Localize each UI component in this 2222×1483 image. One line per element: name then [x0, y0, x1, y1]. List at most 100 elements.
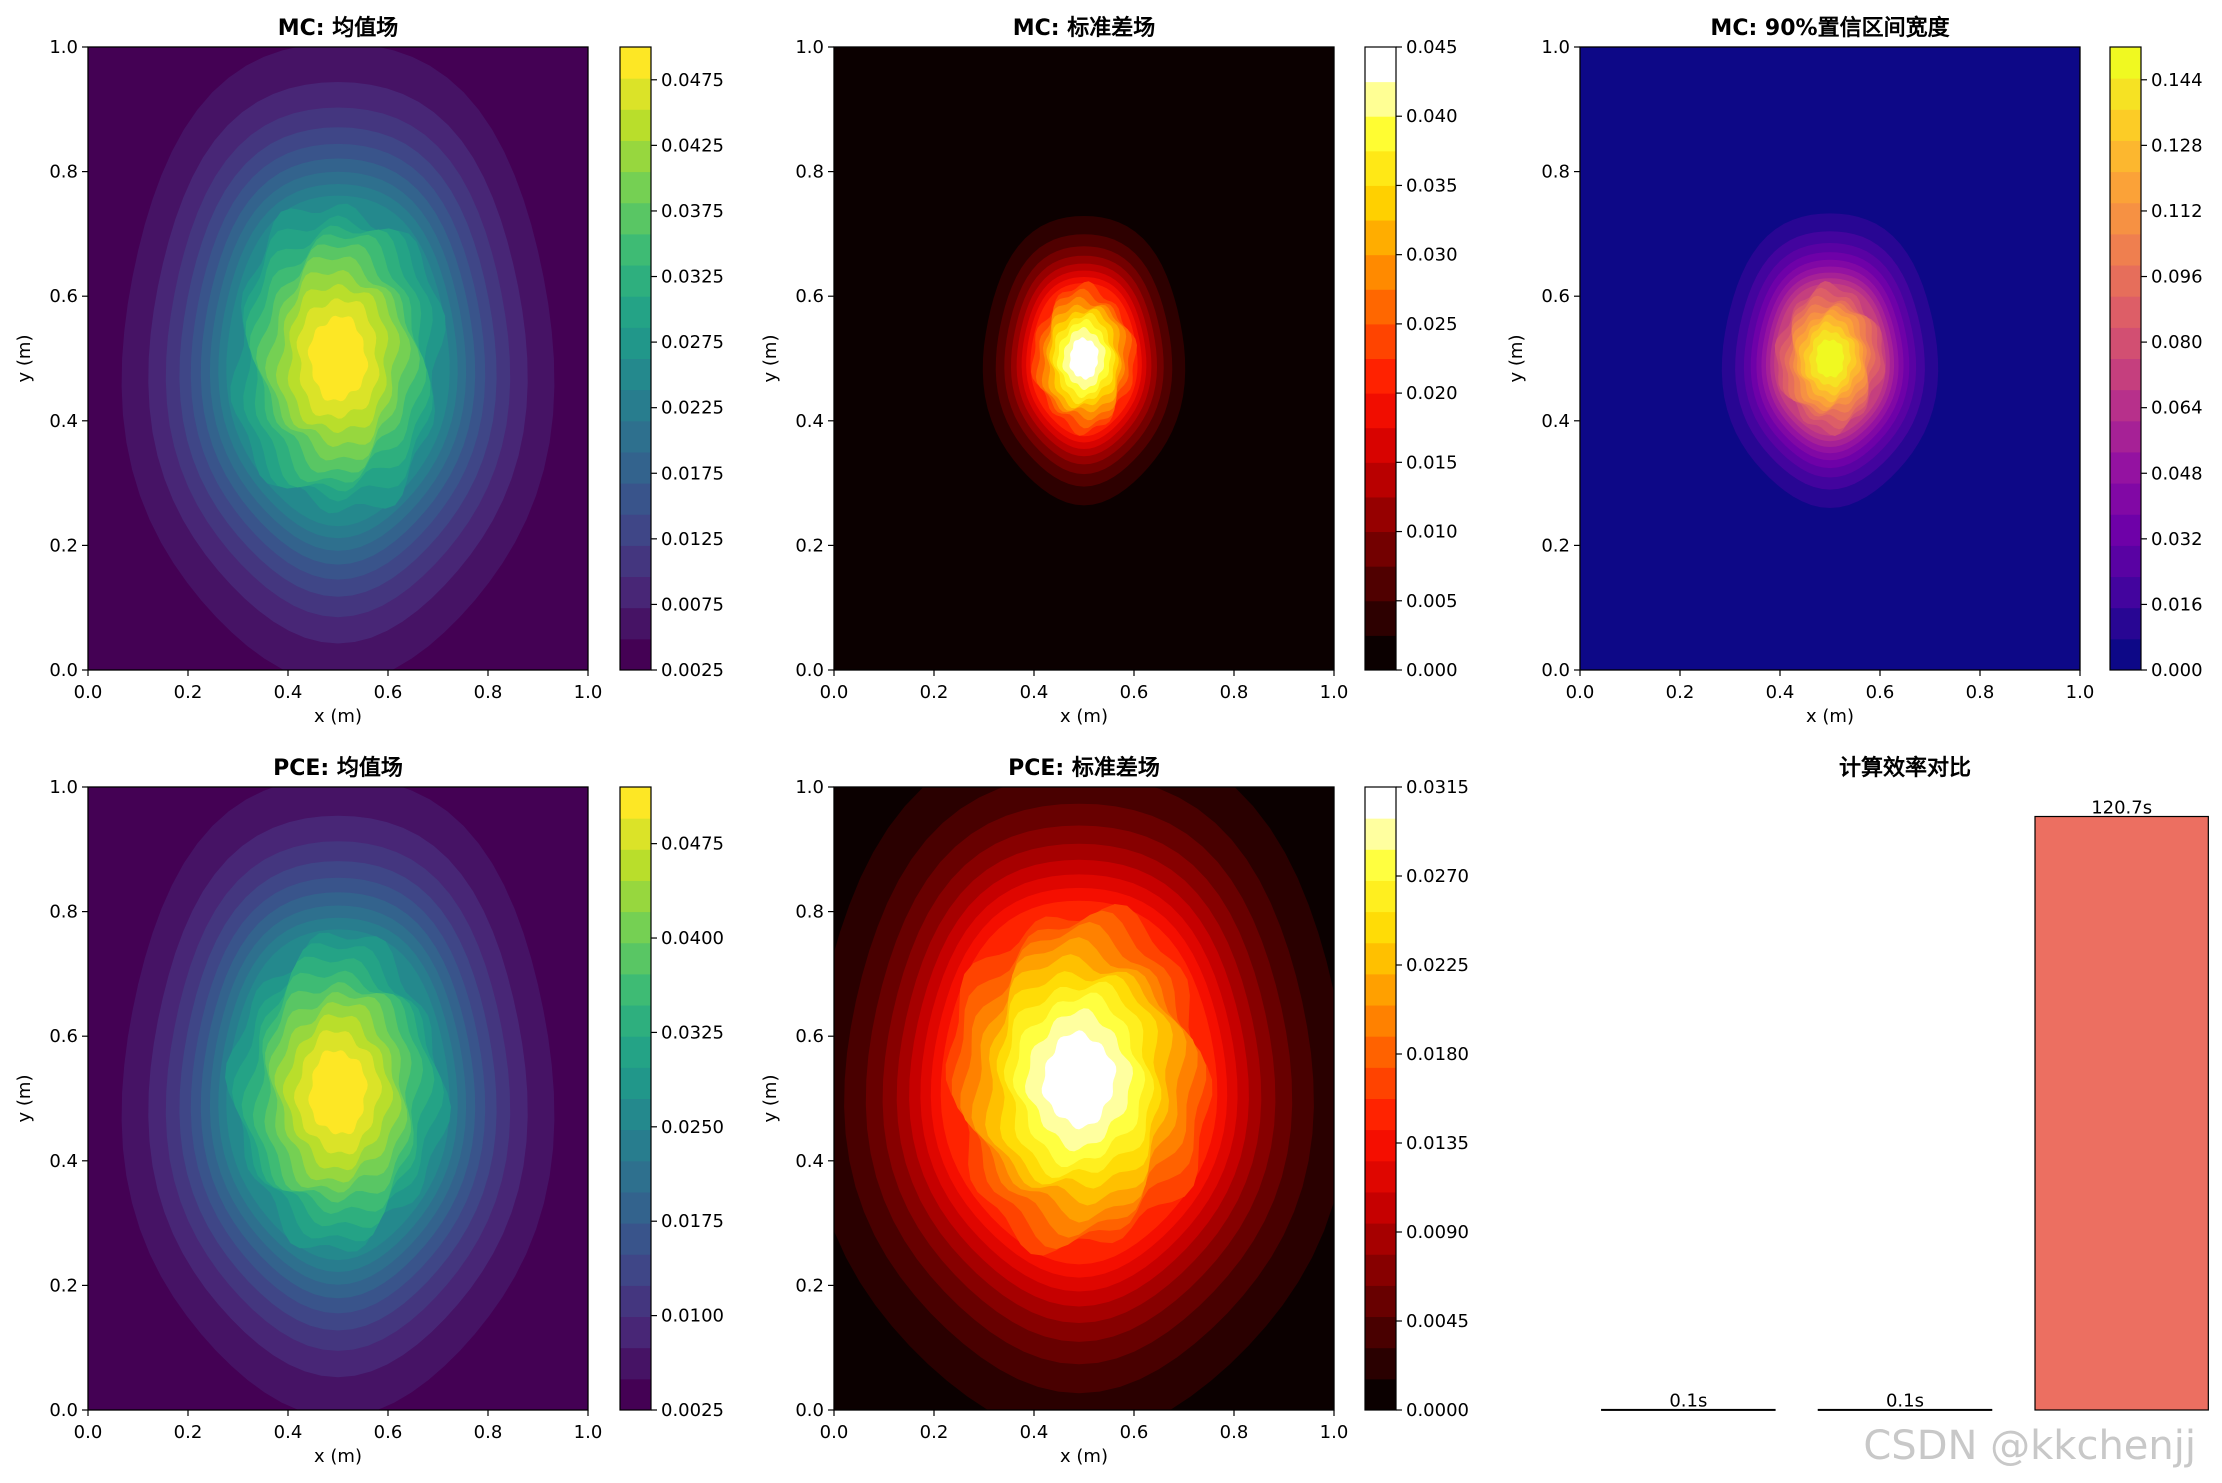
y-axis-label: y (m) — [14, 335, 35, 383]
colorbar-segment — [620, 849, 651, 881]
bar-label: 0.1s — [1886, 1391, 1924, 1412]
bar — [2034, 815, 2209, 1411]
x-tick-label: 0.2 — [920, 1422, 949, 1443]
colorbar-segment — [620, 483, 651, 515]
colorbar-segment — [620, 607, 651, 640]
y-tick-label: 0.4 — [795, 411, 824, 432]
colorbar-tick-label: 0.0375 — [661, 201, 724, 222]
x-tick-label: 0.6 — [1120, 1422, 1149, 1443]
x-tick-label: 0.0 — [74, 1422, 103, 1443]
colorbar-segment — [2110, 451, 2141, 484]
subplot-title: PCE: 均值场 — [273, 755, 403, 781]
colorbar-tick-label: 0.0400 — [661, 928, 724, 949]
colorbar-tick-label: 0.048 — [2151, 463, 2203, 484]
colorbar-tick-label: 0.0175 — [661, 1211, 724, 1232]
x-tick-label: 0.8 — [474, 1422, 503, 1443]
x-tick-label: 0.2 — [920, 682, 949, 703]
colorbar-tick-label: 0.0475 — [661, 834, 724, 855]
x-tick-label: 0.2 — [174, 682, 203, 703]
colorbar-segment — [620, 140, 651, 173]
colorbar-segment — [1365, 600, 1396, 636]
y-axis-label: y (m) — [760, 1075, 781, 1123]
colorbar-tick-label: 0.040 — [1406, 106, 1458, 127]
colorbar-frame — [619, 46, 652, 671]
colorbar-segment — [1365, 116, 1396, 152]
colorbar-tick-label: 0.0425 — [661, 135, 724, 156]
colorbar-segment — [620, 576, 651, 609]
colorbar-segment — [620, 545, 651, 578]
axes-frame — [833, 46, 1335, 671]
colorbar-segment — [620, 1129, 651, 1162]
colorbar-tick-label: 0.000 — [1406, 660, 1458, 681]
colorbar-segment — [2110, 389, 2141, 422]
colorbar-segment — [2110, 171, 2141, 204]
colorbar-tick-label: 0.0025 — [661, 660, 724, 681]
colorbar-segment — [620, 1191, 651, 1224]
subplot-pce_mean: 0.0 0.2 0.4 0.6 0.8 1.0 0.0 0.2 0.4 0.6 0.8 1.0 x (m… — [14, 755, 724, 1467]
y-tick-label: 0.2 — [49, 1275, 78, 1296]
colorbar-segment — [1365, 1223, 1396, 1255]
colorbar-segment — [1365, 880, 1396, 913]
colorbar-segment — [620, 1316, 651, 1349]
colorbar-segment — [1365, 942, 1396, 975]
colorbar-tick-label: 0.0225 — [1406, 955, 1469, 976]
y-tick-label: 0.6 — [795, 1026, 824, 1047]
colorbar-segment — [1365, 787, 1396, 819]
x-tick-label: 0.8 — [1220, 1422, 1249, 1443]
subplot-efficiency: 计算效率对比 0.1s 0.1s 120.7s — [1601, 755, 2209, 1412]
colorbar-segment — [1365, 220, 1396, 256]
colorbar-segment — [620, 451, 651, 484]
x-tick-label: 1.0 — [1320, 682, 1349, 703]
y-tick-label: 1.0 — [795, 37, 824, 58]
colorbar-segment — [1365, 635, 1396, 671]
subplot-title: MC: 标准差场 — [1013, 15, 1156, 41]
colorbar-segment — [1365, 47, 1396, 83]
colorbar-segment — [620, 1160, 651, 1193]
colorbar-segment — [2110, 576, 2141, 609]
subplot-mc_ci: 0.0 0.2 0.4 0.6 0.8 1.0 0.0 0.2 0.4 0.6 0.8 1.0 x (m… — [1506, 15, 2203, 727]
subplot-mc_mean: 0.0 0.2 0.4 0.6 0.8 1.0 0.0 0.2 0.4 0.6 0.8 1.0 x (m… — [14, 15, 724, 727]
colorbar-segment — [1365, 1036, 1396, 1068]
colorbar-segment — [620, 1223, 651, 1255]
colorbar-segment — [2110, 47, 2141, 79]
x-tick-label: 0.4 — [274, 1422, 303, 1443]
colorbar-segment — [620, 327, 651, 359]
colorbar-segment — [1365, 1191, 1396, 1224]
colorbar-segment — [1365, 185, 1396, 221]
colorbar-tick-label: 0.064 — [2151, 398, 2203, 419]
colorbar-segment — [620, 389, 651, 422]
bar-label: 0.1s — [1669, 1391, 1707, 1412]
x-tick-label: 0.0 — [74, 682, 103, 703]
x-tick-label: 0.6 — [374, 682, 403, 703]
colorbar-tick-label: 0.020 — [1406, 383, 1458, 404]
colorbar-tick-label: 0.0090 — [1406, 1222, 1469, 1243]
colorbar-segment — [620, 973, 651, 1006]
colorbar-segment — [1365, 1316, 1396, 1349]
colorbar-tick-label: 0.0135 — [1406, 1133, 1469, 1154]
colorbar-segment — [1365, 393, 1396, 429]
colorbar-segment — [620, 818, 651, 850]
x-tick-label: 0.0 — [820, 682, 849, 703]
subplot-title: MC: 均值场 — [278, 15, 399, 41]
colorbar-tick-label: 0.0100 — [661, 1306, 724, 1327]
colorbar-segment — [2110, 483, 2141, 515]
colorbar-segment — [2110, 265, 2141, 297]
colorbar-segment — [1365, 1098, 1396, 1131]
axes-frame — [87, 786, 589, 1411]
y-tick-label: 0.6 — [49, 286, 78, 307]
x-tick-label: 1.0 — [574, 1422, 603, 1443]
y-tick-label: 0.6 — [795, 286, 824, 307]
colorbar-segment — [2110, 514, 2141, 546]
y-tick-label: 0.8 — [795, 902, 824, 923]
y-axis-label: y (m) — [1506, 335, 1527, 383]
colorbar-segment — [1365, 1005, 1396, 1037]
colorbar-segment — [1365, 81, 1396, 117]
colorbar-tick-label: 0.010 — [1406, 522, 1458, 543]
colorbar-segment — [2110, 420, 2141, 453]
colorbar-segment — [620, 47, 651, 79]
x-tick-label: 0.6 — [1866, 682, 1895, 703]
contour-band — [1069, 337, 1099, 380]
colorbar-segment — [620, 420, 651, 453]
axes-frame — [833, 786, 1335, 1411]
